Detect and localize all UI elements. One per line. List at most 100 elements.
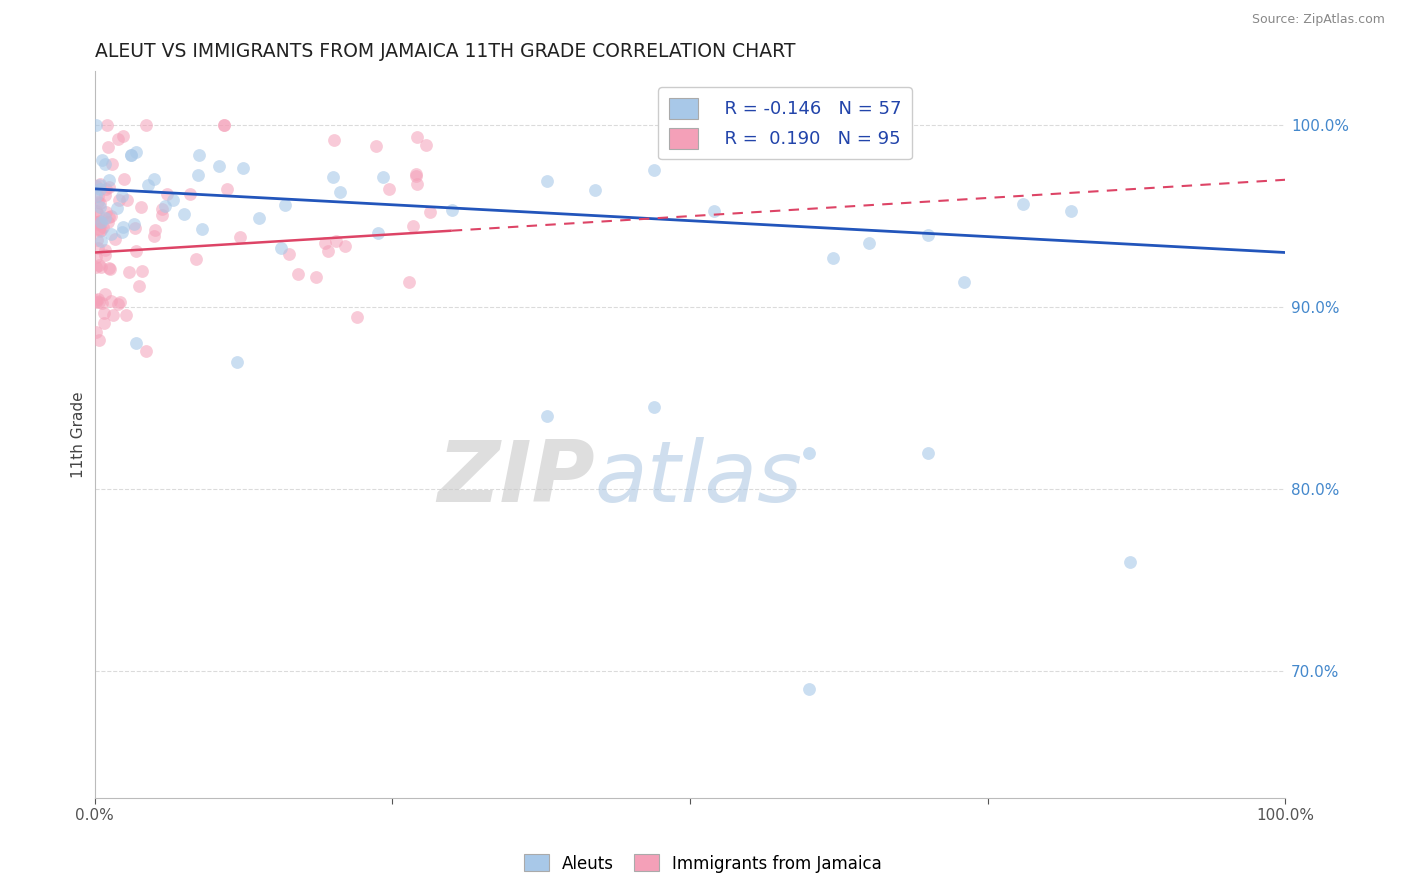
Immigrants from Jamaica bbox=[212, 118, 235, 132]
Immigrants from Jamaica bbox=[419, 205, 441, 219]
Immigrants from Jamaica bbox=[364, 138, 387, 153]
Immigrants from Jamaica bbox=[96, 118, 118, 132]
Immigrants from Jamaica bbox=[98, 260, 121, 275]
Aleuts bbox=[329, 186, 352, 200]
Immigrants from Jamaica bbox=[405, 169, 427, 183]
Aleuts bbox=[536, 174, 558, 188]
Immigrants from Jamaica bbox=[90, 260, 112, 274]
Immigrants from Jamaica bbox=[143, 228, 166, 243]
Immigrants from Jamaica bbox=[86, 215, 108, 229]
Immigrants from Jamaica bbox=[107, 132, 129, 146]
Text: atlas: atlas bbox=[595, 436, 803, 519]
Aleuts bbox=[583, 182, 606, 196]
Immigrants from Jamaica bbox=[100, 209, 122, 223]
Immigrants from Jamaica bbox=[93, 248, 115, 262]
Immigrants from Jamaica bbox=[87, 294, 110, 309]
Immigrants from Jamaica bbox=[108, 193, 131, 207]
Aleuts bbox=[97, 173, 120, 187]
Aleuts bbox=[371, 169, 394, 184]
Aleuts bbox=[187, 148, 209, 162]
Aleuts bbox=[274, 198, 297, 212]
Aleuts bbox=[111, 225, 134, 239]
Immigrants from Jamaica bbox=[398, 275, 420, 289]
Aleuts bbox=[191, 221, 214, 235]
Immigrants from Jamaica bbox=[94, 287, 117, 301]
Immigrants from Jamaica bbox=[87, 222, 110, 236]
Immigrants from Jamaica bbox=[97, 179, 120, 194]
Aleuts bbox=[90, 215, 112, 229]
Immigrants from Jamaica bbox=[89, 177, 111, 191]
Aleuts bbox=[122, 218, 145, 232]
Aleuts bbox=[536, 409, 558, 424]
Immigrants from Jamaica bbox=[415, 138, 437, 153]
Immigrants from Jamaica bbox=[93, 316, 115, 330]
Aleuts bbox=[247, 211, 270, 225]
Aleuts bbox=[90, 153, 112, 168]
Aleuts bbox=[136, 178, 159, 192]
Immigrants from Jamaica bbox=[94, 187, 117, 202]
Immigrants from Jamaica bbox=[84, 260, 107, 274]
Aleuts bbox=[86, 189, 108, 203]
Aleuts bbox=[1060, 204, 1083, 219]
Immigrants from Jamaica bbox=[104, 232, 127, 246]
Immigrants from Jamaica bbox=[87, 207, 110, 221]
Aleuts bbox=[797, 681, 820, 696]
Immigrants from Jamaica bbox=[346, 310, 368, 324]
Aleuts bbox=[105, 201, 128, 215]
Aleuts bbox=[952, 275, 974, 289]
Aleuts bbox=[120, 148, 142, 162]
Immigrants from Jamaica bbox=[98, 261, 121, 276]
Immigrants from Jamaica bbox=[97, 210, 120, 224]
Immigrants from Jamaica bbox=[89, 333, 111, 347]
Immigrants from Jamaica bbox=[402, 219, 425, 234]
Aleuts bbox=[367, 227, 389, 241]
Aleuts bbox=[797, 118, 820, 132]
Immigrants from Jamaica bbox=[135, 118, 157, 132]
Immigrants from Jamaica bbox=[86, 250, 108, 264]
Aleuts bbox=[440, 203, 463, 218]
Immigrants from Jamaica bbox=[333, 239, 356, 253]
Aleuts bbox=[917, 445, 939, 459]
Aleuts bbox=[226, 354, 249, 368]
Immigrants from Jamaica bbox=[87, 188, 110, 202]
Text: Source: ZipAtlas.com: Source: ZipAtlas.com bbox=[1251, 13, 1385, 27]
Aleuts bbox=[89, 182, 111, 196]
Immigrants from Jamaica bbox=[405, 129, 427, 144]
Immigrants from Jamaica bbox=[97, 215, 120, 229]
Immigrants from Jamaica bbox=[305, 270, 328, 285]
Aleuts bbox=[94, 211, 117, 226]
Immigrants from Jamaica bbox=[405, 168, 427, 182]
Aleuts bbox=[84, 118, 107, 132]
Immigrants from Jamaica bbox=[84, 294, 107, 309]
Aleuts bbox=[87, 178, 110, 192]
Immigrants from Jamaica bbox=[91, 219, 114, 234]
Immigrants from Jamaica bbox=[143, 223, 166, 237]
Aleuts bbox=[1012, 197, 1035, 211]
Immigrants from Jamaica bbox=[287, 267, 309, 281]
Immigrants from Jamaica bbox=[84, 215, 107, 229]
Aleuts bbox=[125, 145, 148, 160]
Immigrants from Jamaica bbox=[84, 179, 107, 194]
Immigrants from Jamaica bbox=[184, 252, 207, 267]
Immigrants from Jamaica bbox=[101, 157, 124, 171]
Immigrants from Jamaica bbox=[91, 295, 114, 310]
Aleuts bbox=[162, 193, 184, 207]
Immigrants from Jamaica bbox=[128, 279, 150, 293]
Immigrants from Jamaica bbox=[115, 193, 138, 207]
Immigrants from Jamaica bbox=[87, 292, 110, 306]
Immigrants from Jamaica bbox=[323, 133, 346, 147]
Immigrants from Jamaica bbox=[89, 214, 111, 228]
Immigrants from Jamaica bbox=[316, 244, 339, 258]
Immigrants from Jamaica bbox=[131, 200, 153, 214]
Aleuts bbox=[821, 252, 844, 266]
Immigrants from Jamaica bbox=[118, 264, 141, 278]
Immigrants from Jamaica bbox=[110, 294, 132, 309]
Aleuts bbox=[125, 336, 148, 351]
Immigrants from Jamaica bbox=[89, 224, 111, 238]
Immigrants from Jamaica bbox=[94, 205, 117, 219]
Immigrants from Jamaica bbox=[150, 202, 173, 217]
Immigrants from Jamaica bbox=[135, 343, 157, 358]
Immigrants from Jamaica bbox=[124, 244, 146, 258]
Immigrants from Jamaica bbox=[179, 186, 201, 201]
Aleuts bbox=[89, 200, 111, 214]
